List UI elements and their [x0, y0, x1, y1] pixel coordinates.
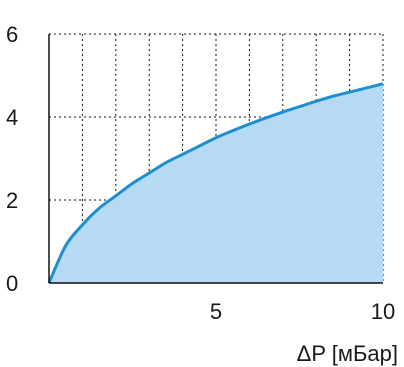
- y-tick-label: 4: [6, 105, 18, 130]
- y-tick-label: 2: [6, 188, 18, 213]
- tick-labels: 0 2 4 6 5 10: [6, 22, 395, 324]
- series-line: [47, 82, 384, 284]
- area-fill: [49, 83, 383, 283]
- x-tick-label: 5: [210, 299, 222, 324]
- x-tick-label: 10: [371, 299, 395, 324]
- axes: [48, 34, 383, 284]
- y-tick-label: 0: [6, 271, 18, 296]
- y-tick-label: 6: [6, 22, 18, 47]
- x-axis-title: ΔP [мБар]: [297, 341, 398, 366]
